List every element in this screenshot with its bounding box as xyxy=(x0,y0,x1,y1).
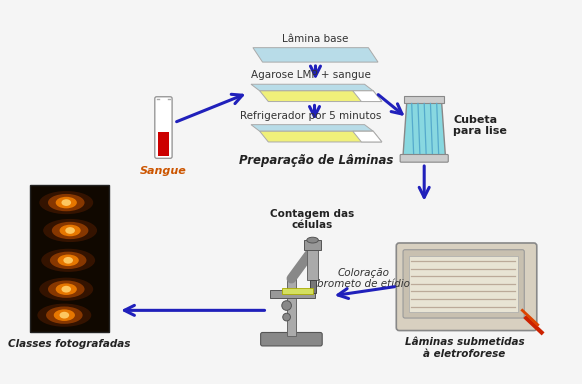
Ellipse shape xyxy=(46,306,83,324)
Ellipse shape xyxy=(37,304,91,327)
Ellipse shape xyxy=(307,237,318,243)
Text: Cubeta
para lise: Cubeta para lise xyxy=(453,115,507,136)
Ellipse shape xyxy=(48,281,84,298)
Polygon shape xyxy=(260,91,382,101)
Bar xyxy=(30,185,109,331)
Text: Contagem das
células: Contagem das células xyxy=(271,209,354,230)
Ellipse shape xyxy=(48,194,84,211)
Text: Lâminas submetidas
à eletroforese: Lâminas submetidas à eletroforese xyxy=(405,337,524,359)
Ellipse shape xyxy=(52,222,88,239)
FancyBboxPatch shape xyxy=(396,243,537,331)
Bar xyxy=(310,280,317,293)
Bar xyxy=(409,255,519,312)
Bar xyxy=(404,96,445,103)
Polygon shape xyxy=(403,101,445,156)
Text: Classes fotografadas: Classes fotografadas xyxy=(8,339,130,349)
Ellipse shape xyxy=(41,249,95,272)
Circle shape xyxy=(283,313,290,321)
Polygon shape xyxy=(251,84,373,91)
Ellipse shape xyxy=(56,197,77,209)
Ellipse shape xyxy=(62,286,71,293)
Bar xyxy=(282,288,313,294)
FancyBboxPatch shape xyxy=(403,250,524,318)
Ellipse shape xyxy=(59,312,69,319)
Text: Coloração
brometo de etídio: Coloração brometo de etídio xyxy=(317,268,410,290)
Bar xyxy=(270,290,314,298)
Polygon shape xyxy=(251,125,373,131)
Ellipse shape xyxy=(58,255,79,266)
Ellipse shape xyxy=(63,257,73,264)
FancyBboxPatch shape xyxy=(155,97,172,158)
Bar xyxy=(158,132,169,156)
Ellipse shape xyxy=(50,252,87,269)
Ellipse shape xyxy=(54,310,75,321)
Ellipse shape xyxy=(40,278,93,301)
Text: Preparação de Lâminas: Preparação de Lâminas xyxy=(239,154,393,167)
Bar xyxy=(304,240,321,250)
Circle shape xyxy=(282,301,292,310)
Polygon shape xyxy=(260,131,382,142)
Polygon shape xyxy=(353,91,382,101)
Text: Refrigerador por 5 minutos: Refrigerador por 5 minutos xyxy=(240,111,381,121)
Ellipse shape xyxy=(40,191,93,214)
Ellipse shape xyxy=(56,283,77,295)
Text: Sangue: Sangue xyxy=(140,166,187,176)
Text: Lâmina base: Lâmina base xyxy=(282,34,349,44)
Ellipse shape xyxy=(62,199,71,206)
Bar xyxy=(286,277,296,336)
Bar xyxy=(307,246,318,280)
Polygon shape xyxy=(253,48,378,62)
Ellipse shape xyxy=(43,219,97,242)
Ellipse shape xyxy=(59,225,81,236)
Polygon shape xyxy=(353,131,382,142)
Text: Agarose LMP + sangue: Agarose LMP + sangue xyxy=(251,70,371,80)
FancyBboxPatch shape xyxy=(400,154,448,162)
FancyBboxPatch shape xyxy=(261,333,322,346)
Ellipse shape xyxy=(65,227,75,234)
